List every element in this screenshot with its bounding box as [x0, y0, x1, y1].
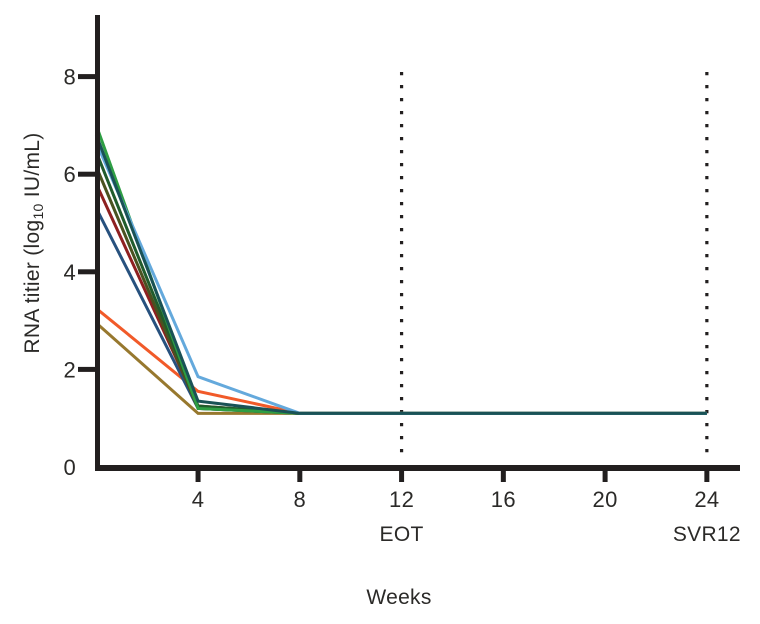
- y-axis-ticks: 0 2 4 6 8: [63, 65, 95, 480]
- y-tick-4: [78, 269, 95, 275]
- x-tick-8: [297, 471, 303, 482]
- x-tick-16: [500, 471, 506, 482]
- y-tick-label-2: 2: [63, 357, 76, 382]
- y-axis-title: RNA titier (log10 IU/mL): [21, 132, 46, 353]
- x-tick-label-12: 12: [389, 487, 414, 512]
- annotation-labels: EOT SVR12: [380, 523, 741, 546]
- y-axis-line: [95, 15, 100, 471]
- y-tick-label-6: 6: [63, 162, 76, 187]
- x-tick-label-20: 20: [593, 487, 618, 512]
- y-tick-8: [78, 74, 95, 80]
- y-tick-label-0: 0: [63, 455, 76, 480]
- y-tick-6: [78, 171, 95, 177]
- y-tick-label-8: 8: [63, 65, 76, 90]
- x-tick-label-4: 4: [192, 487, 205, 512]
- x-tick-label-8: 8: [294, 487, 307, 512]
- x-tick-24: [704, 471, 710, 482]
- annotation-vlines: [399, 72, 709, 462]
- eot-label: EOT: [380, 523, 424, 546]
- x-tick-20: [602, 471, 608, 482]
- x-tick-12: [399, 471, 405, 482]
- x-axis-ticks: 4 8 12 16 20 24: [192, 471, 719, 512]
- y-tick-label-4: 4: [63, 260, 76, 285]
- x-axis-line: [95, 465, 740, 471]
- series-lines: [94, 124, 707, 415]
- x-tick-label-16: 16: [491, 487, 516, 512]
- x-axis-title: Weeks: [366, 586, 431, 609]
- x-tick-4: [195, 471, 201, 482]
- series-line-patient-dark-teal: [94, 134, 707, 415]
- y-tick-2: [78, 366, 95, 372]
- x-tick-label-24: 24: [694, 487, 719, 512]
- svr12-label: SVR12: [673, 523, 741, 546]
